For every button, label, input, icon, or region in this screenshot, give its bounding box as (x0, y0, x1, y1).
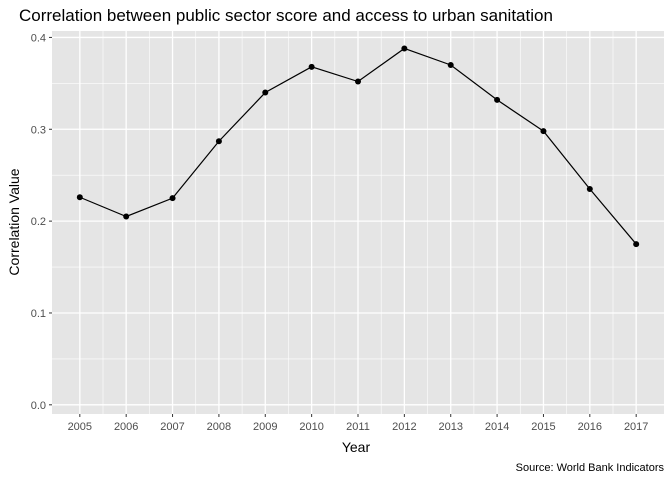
data-point (633, 241, 640, 248)
data-point (494, 96, 501, 103)
data-point (215, 138, 222, 145)
data-point (169, 195, 176, 202)
data-point (401, 45, 408, 52)
x-tick-label: 2014 (485, 421, 509, 433)
x-axis: 2005 2006 2007 2008 2009 2010 2011 2012 2013 2014… (68, 414, 648, 433)
x-tick-label: 2015 (531, 421, 555, 433)
y-axis: 0.0 0.1 0.2 0.3 0.4 (31, 32, 52, 412)
x-tick-label: 2011 (346, 421, 370, 433)
x-tick-label: 2016 (578, 421, 602, 433)
data-point (262, 89, 269, 96)
x-tick-label: 2012 (392, 421, 416, 433)
major-gridlines (52, 31, 664, 414)
data-point (586, 185, 593, 192)
series-group (76, 45, 640, 248)
data-point (308, 63, 315, 70)
x-tick-label: 2005 (68, 421, 92, 433)
y-tick-label: 0.4 (31, 32, 46, 44)
x-tick-label: 2008 (207, 421, 231, 433)
y-tick-label: 0.3 (31, 124, 46, 136)
x-tick-label: 2010 (299, 421, 323, 433)
x-tick-label: 2007 (160, 421, 184, 433)
data-point (540, 128, 547, 135)
y-axis-label: Correlation Value (6, 168, 22, 275)
data-point (123, 213, 130, 220)
chart-caption: Source: World Bank Indicators (516, 462, 665, 474)
x-tick-label: 2006 (114, 421, 138, 433)
y-tick-label: 0.2 (31, 216, 46, 228)
data-point (447, 61, 454, 68)
x-tick-label: 2009 (253, 421, 277, 433)
x-axis-label: Year (342, 439, 371, 455)
x-tick-label: 2013 (438, 421, 462, 433)
chart-title: Correlation between public sector score … (19, 6, 553, 25)
data-point (355, 78, 361, 85)
data-point (76, 194, 83, 201)
y-tick-label: 0.1 (31, 308, 46, 320)
y-tick-label: 0.0 (31, 400, 46, 412)
x-tick-label: 2017 (624, 421, 648, 433)
